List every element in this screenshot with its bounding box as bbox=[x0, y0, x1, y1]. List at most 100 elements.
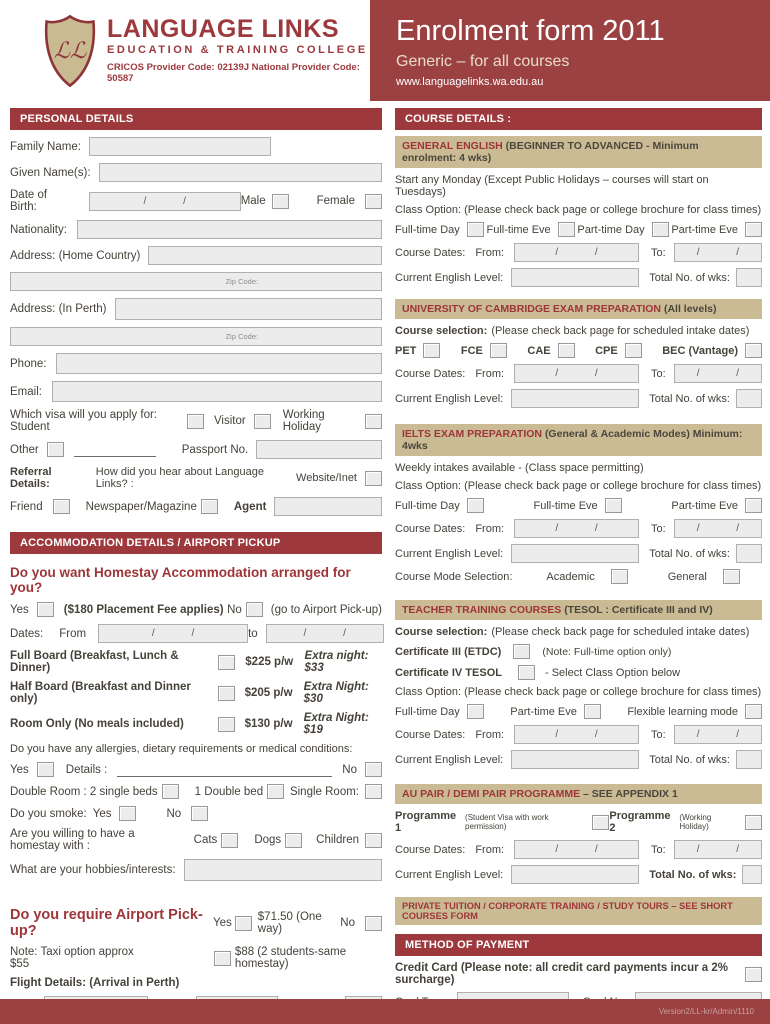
smoke-no-checkbox[interactable] bbox=[191, 806, 209, 821]
academic-checkbox[interactable] bbox=[610, 569, 628, 584]
nationality-input[interactable] bbox=[76, 220, 382, 239]
two-single-beds-checkbox[interactable] bbox=[161, 784, 179, 799]
given-names-input[interactable] bbox=[98, 163, 382, 182]
referral-agent-input[interactable] bbox=[274, 497, 382, 516]
cam-wks-input[interactable] bbox=[735, 389, 762, 408]
general-mode-checkbox[interactable] bbox=[722, 569, 740, 584]
ge-level-input[interactable] bbox=[511, 268, 640, 287]
ielts-from-date-input[interactable]: / / bbox=[514, 519, 640, 538]
homestay-yes-checkbox[interactable] bbox=[36, 602, 54, 617]
fce-label: FCE bbox=[460, 344, 483, 357]
phone-input[interactable] bbox=[56, 353, 382, 374]
email-label: Email: bbox=[10, 385, 42, 398]
pickup-no-checkbox[interactable] bbox=[365, 915, 382, 931]
programme2-note: (Working Holiday) bbox=[679, 813, 712, 831]
cam-from-date-input[interactable]: / / bbox=[514, 364, 640, 383]
referral-friend-checkbox[interactable] bbox=[52, 499, 70, 514]
cert4-checkbox[interactable] bbox=[517, 665, 535, 680]
ielts-wks-input[interactable] bbox=[735, 544, 762, 563]
dob-input[interactable]: / / bbox=[88, 191, 241, 211]
ielts-level-input[interactable] bbox=[511, 544, 640, 563]
room-only-checkbox[interactable] bbox=[217, 716, 235, 732]
referral-website-checkbox[interactable] bbox=[365, 470, 382, 486]
visa-visitor-checkbox[interactable] bbox=[253, 413, 271, 429]
referral-newspaper-checkbox[interactable] bbox=[200, 499, 218, 514]
allergies-no-label: No bbox=[342, 763, 357, 776]
aupair-level-input[interactable] bbox=[511, 865, 640, 884]
address-home-line2-input[interactable]: Zip Code: bbox=[10, 272, 382, 291]
aupair-from-date-input[interactable]: / / bbox=[514, 840, 640, 859]
address-perth-line2-input[interactable]: Zip Code: bbox=[10, 327, 382, 346]
tt-wks-input[interactable] bbox=[735, 750, 762, 769]
address-home-input[interactable] bbox=[148, 246, 382, 265]
allergies-details-blank[interactable] bbox=[117, 763, 333, 777]
bec-checkbox[interactable] bbox=[745, 343, 762, 358]
ielts-to-date-input[interactable]: / / bbox=[673, 519, 762, 538]
double-bed-checkbox[interactable] bbox=[267, 784, 285, 799]
address-perth-input[interactable] bbox=[114, 298, 382, 320]
credit-card-checkbox[interactable] bbox=[745, 966, 762, 982]
allergies-no-checkbox[interactable] bbox=[365, 762, 382, 777]
ge-to-date-input[interactable]: / / bbox=[673, 243, 762, 262]
children-checkbox[interactable] bbox=[365, 832, 382, 848]
visa-other-blank[interactable] bbox=[73, 443, 156, 457]
tt-parttime-eve-checkbox[interactable] bbox=[583, 704, 601, 719]
tt-to-date-input[interactable]: / / bbox=[673, 725, 762, 744]
fce-checkbox[interactable] bbox=[489, 343, 507, 358]
visa-other-checkbox[interactable] bbox=[46, 442, 64, 457]
allergies-yes-checkbox[interactable] bbox=[36, 762, 54, 777]
half-board-checkbox[interactable] bbox=[217, 685, 235, 701]
full-board-label: Full Board (Breakfast, Lunch & Dinner) bbox=[10, 650, 179, 674]
female-checkbox[interactable] bbox=[365, 193, 382, 209]
date-placeholder: / / bbox=[303, 628, 346, 639]
aupair-wks-input[interactable] bbox=[742, 865, 762, 884]
smoke-yes-checkbox[interactable] bbox=[119, 806, 137, 821]
visa-student-checkbox[interactable] bbox=[186, 413, 204, 429]
pickup-two-students-checkbox[interactable] bbox=[213, 950, 231, 966]
pet-checkbox[interactable] bbox=[423, 343, 441, 358]
full-board-checkbox[interactable] bbox=[218, 654, 236, 670]
ge-from-date-input[interactable]: / / bbox=[514, 243, 640, 262]
smoke-yes-label: Yes bbox=[92, 807, 112, 820]
ge-wks-input[interactable] bbox=[735, 268, 762, 287]
cats-checkbox[interactable] bbox=[221, 832, 239, 848]
pickup-yes-checkbox[interactable] bbox=[234, 915, 252, 931]
ge-parttime-eve-checkbox[interactable] bbox=[744, 222, 762, 237]
homestay-to-date-input[interactable]: / / bbox=[265, 624, 384, 643]
passport-input[interactable] bbox=[256, 440, 382, 459]
ielts-fulltime-day-checkbox[interactable] bbox=[466, 498, 484, 513]
ge-parttime-day-checkbox[interactable] bbox=[651, 222, 669, 237]
version-text: Version2/LL-kr/Admin/1110 bbox=[658, 1007, 754, 1016]
cert3-checkbox[interactable] bbox=[513, 644, 531, 659]
ielts-parttime-eve-checkbox[interactable] bbox=[745, 498, 762, 513]
zip-code-label: Zip Code: bbox=[225, 277, 259, 286]
aupair-to-date-input[interactable]: / / bbox=[673, 840, 762, 859]
ielts-header: IELTS EXAM PREPARATION (General & Academ… bbox=[395, 424, 762, 456]
tt-flexible-checkbox[interactable] bbox=[744, 704, 762, 719]
homestay-no-checkbox[interactable] bbox=[245, 602, 263, 617]
programme2-checkbox[interactable] bbox=[745, 814, 762, 830]
ge-fulltime-day-checkbox[interactable] bbox=[466, 222, 484, 237]
family-name-input[interactable] bbox=[88, 137, 271, 156]
single-room-checkbox[interactable] bbox=[365, 784, 382, 799]
male-checkbox[interactable] bbox=[271, 193, 289, 209]
hobbies-input[interactable] bbox=[183, 859, 382, 881]
tt-level-input[interactable] bbox=[511, 750, 640, 769]
dogs-checkbox[interactable] bbox=[285, 832, 303, 848]
visa-working-holiday-checkbox[interactable] bbox=[365, 413, 382, 429]
cam-level-input[interactable] bbox=[511, 389, 640, 408]
teacher-training-header: TEACHER TRAINING COURSES (TESOL : Certif… bbox=[395, 600, 762, 620]
cpe-checkbox[interactable] bbox=[624, 343, 642, 358]
cae-checkbox[interactable] bbox=[557, 343, 575, 358]
ielts-fteve-label: Full-time Eve bbox=[533, 499, 598, 512]
tt-from-date-input[interactable]: / / bbox=[514, 725, 640, 744]
ielts-fulltime-eve-checkbox[interactable] bbox=[604, 498, 622, 513]
cam-to-date-input[interactable]: / / bbox=[673, 364, 762, 383]
ge-fulltime-eve-checkbox[interactable] bbox=[557, 222, 575, 237]
homestay-from-date-input[interactable]: / / bbox=[98, 624, 249, 643]
email-input[interactable] bbox=[51, 381, 382, 402]
tt-fulltime-day-checkbox[interactable] bbox=[466, 704, 484, 719]
programme1-checkbox[interactable] bbox=[592, 814, 610, 830]
pickup-price-label: $71.50 (One way) bbox=[257, 911, 322, 935]
to-label: To: bbox=[651, 367, 666, 380]
